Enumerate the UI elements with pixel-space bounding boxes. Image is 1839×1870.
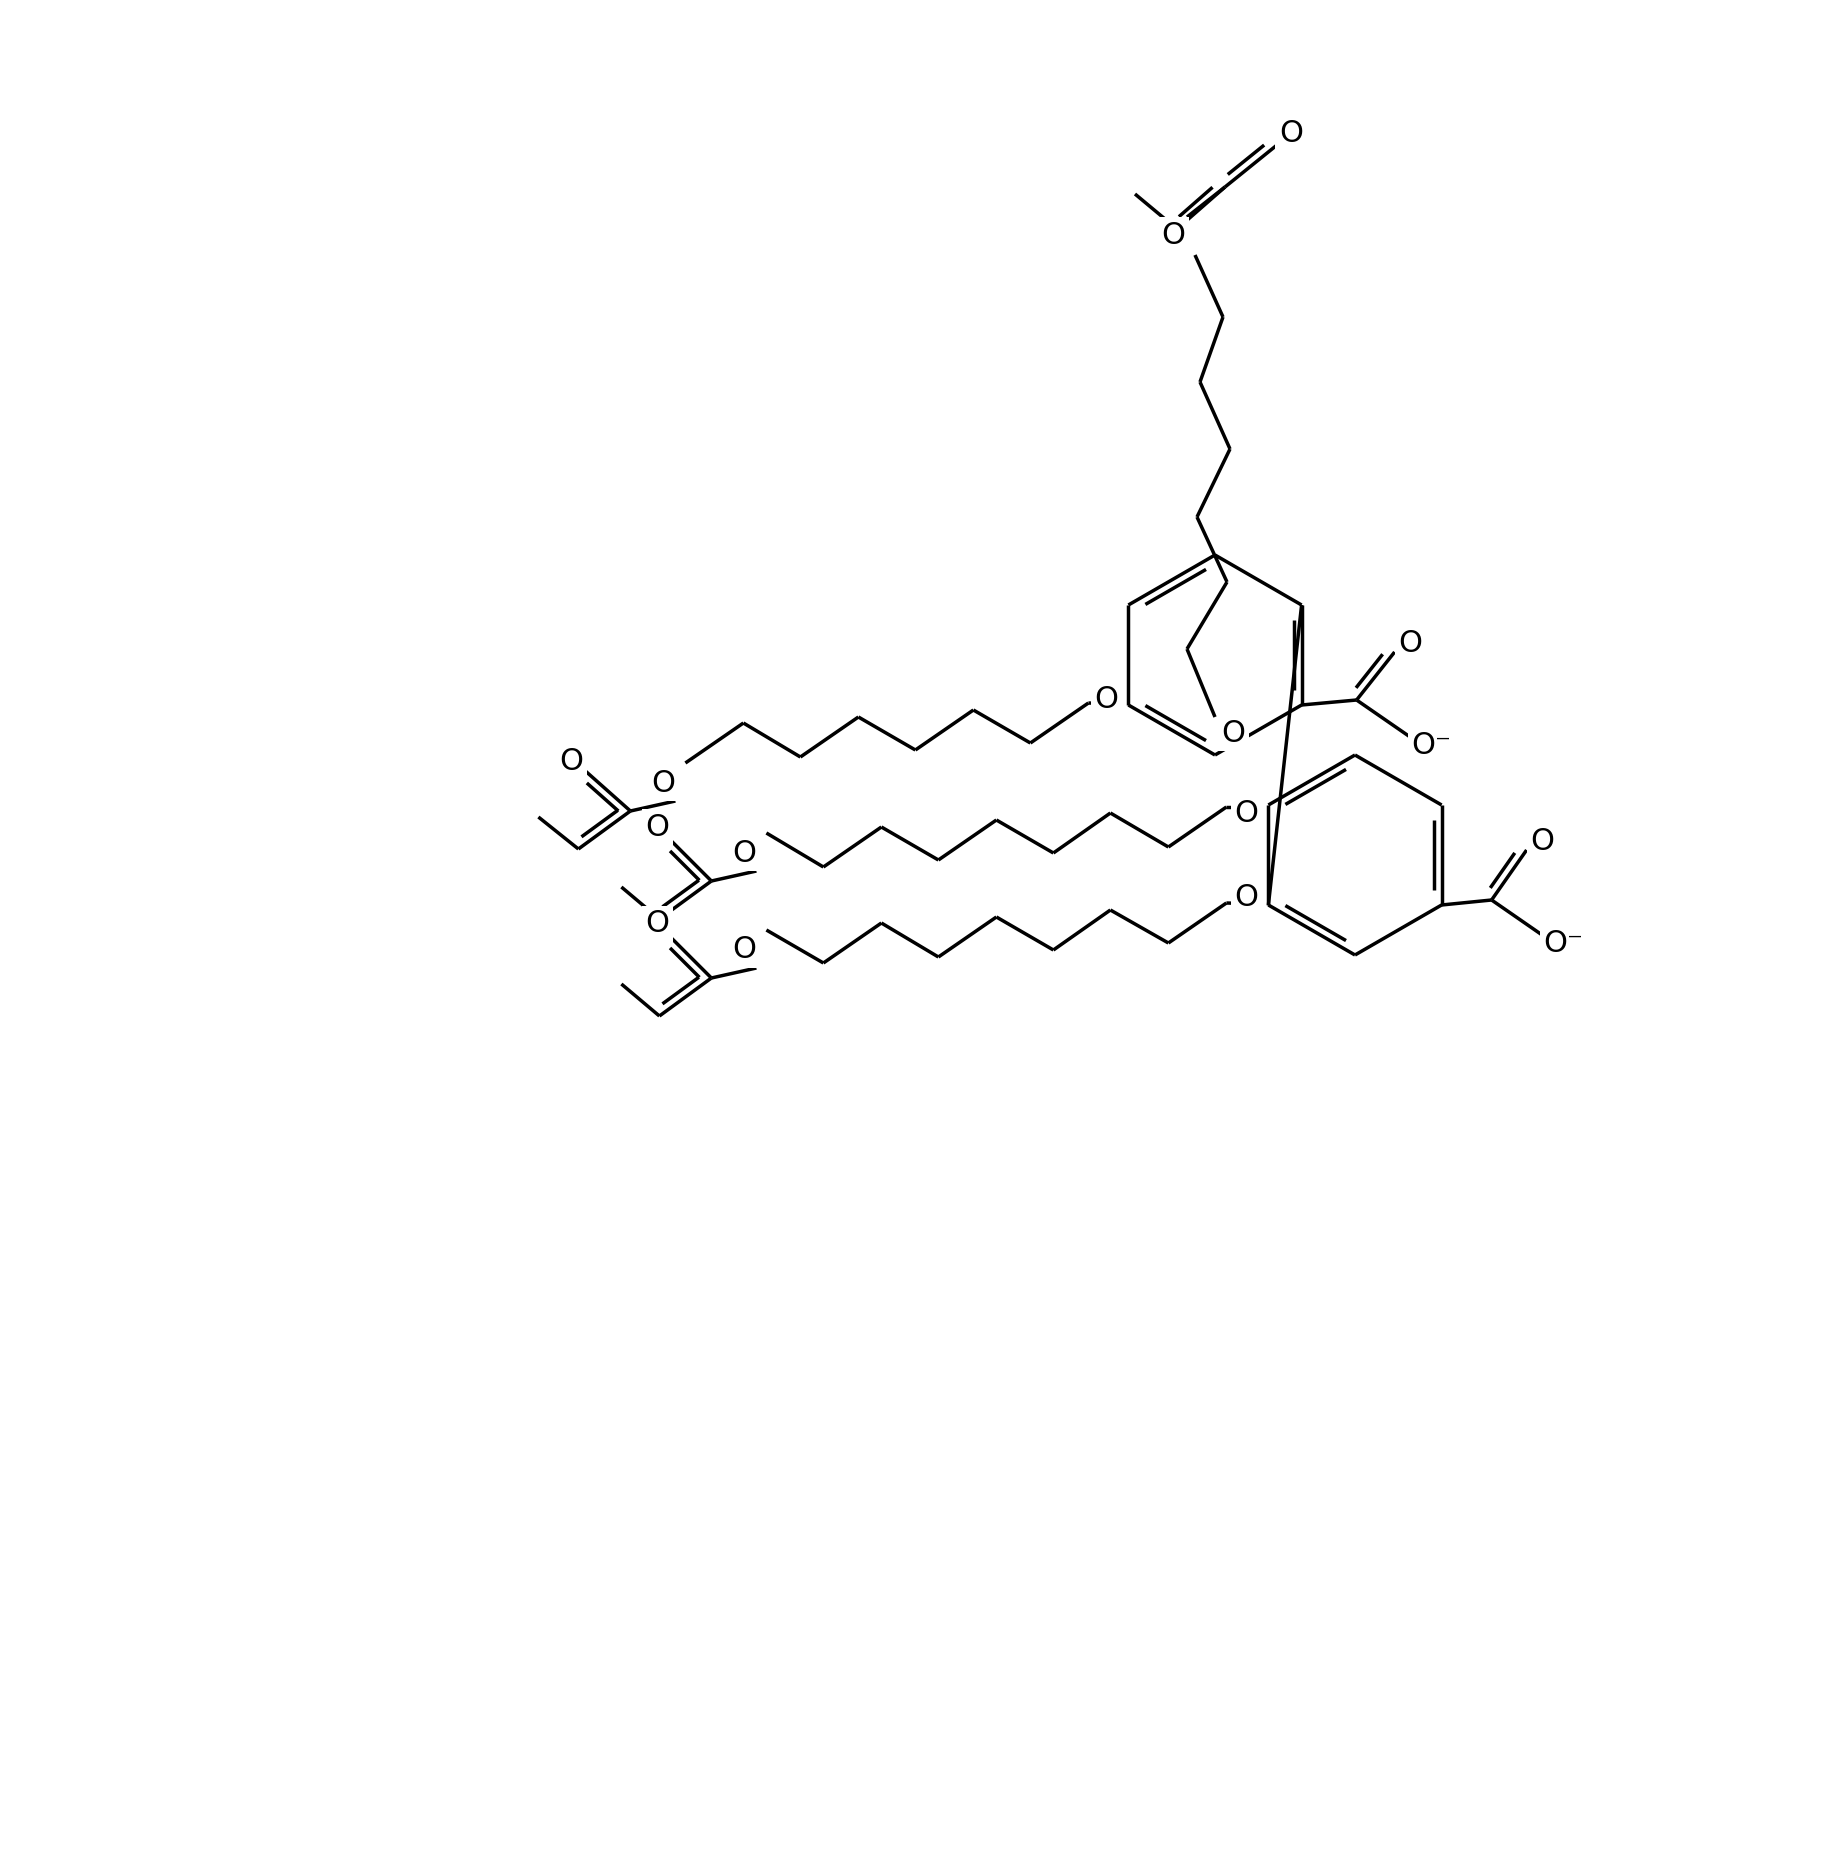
Text: O: O: [732, 935, 756, 965]
Text: O: O: [1398, 630, 1422, 658]
Text: O: O: [645, 812, 669, 842]
Text: O: O: [1221, 718, 1245, 748]
Text: O: O: [1234, 798, 1258, 828]
Text: O⁻: O⁻: [1543, 929, 1583, 959]
Text: O: O: [1234, 883, 1258, 911]
Text: O: O: [1160, 221, 1184, 249]
Text: O: O: [645, 909, 669, 939]
Text: O: O: [1094, 686, 1118, 714]
Text: O: O: [651, 769, 675, 797]
Text: O: O: [559, 746, 583, 776]
Text: O: O: [1530, 828, 1554, 856]
Text: O: O: [1278, 118, 1302, 148]
Text: O⁻: O⁻: [1411, 731, 1451, 761]
Text: O: O: [732, 838, 756, 868]
